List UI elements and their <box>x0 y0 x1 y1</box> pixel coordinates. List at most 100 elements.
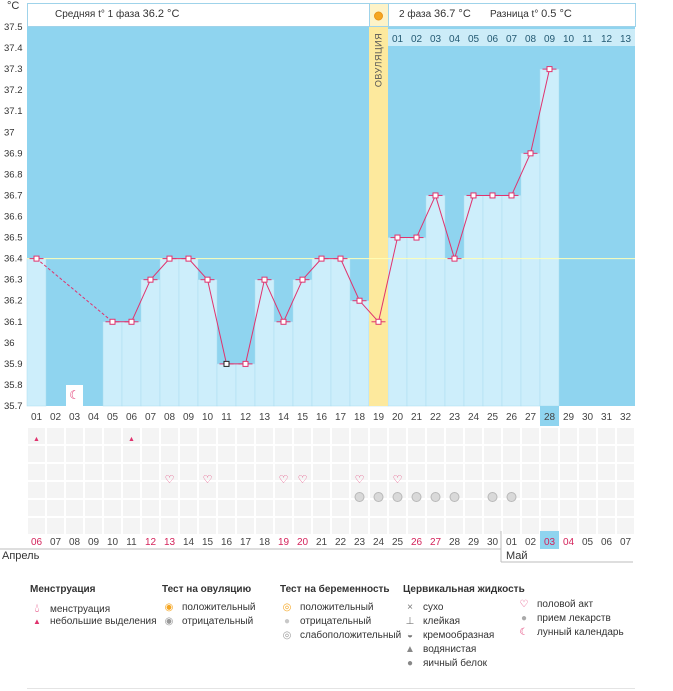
mark-cell <box>66 482 83 498</box>
y-tick-label: 37.4 <box>4 43 23 54</box>
date-label: 25 <box>392 537 404 548</box>
post-ovulation-day-label: 08 <box>525 34 537 45</box>
mark-cell <box>180 446 197 462</box>
cycle-day-label: 27 <box>525 412 537 423</box>
cycle-day-label: 10 <box>202 412 214 423</box>
mark-cell <box>28 428 45 444</box>
temperature-line-segment <box>264 279 284 322</box>
legend-item: × сухо <box>403 601 525 615</box>
mark-cell <box>427 482 444 498</box>
mark-cell <box>256 482 273 498</box>
mark-cell <box>465 428 482 444</box>
date-label: 04 <box>563 537 575 548</box>
mark-cell <box>180 482 197 498</box>
post-ovulation-day-label: 10 <box>563 34 575 45</box>
mark-cell <box>66 446 83 462</box>
mark-cell <box>598 500 615 516</box>
temperature-point <box>470 192 477 199</box>
temperature-point <box>280 318 287 325</box>
pill-icon <box>373 492 384 502</box>
phase2-summary-box <box>388 3 636 27</box>
mark-cell <box>465 446 482 462</box>
y-tick-label: 37.2 <box>4 85 23 96</box>
mark-cell <box>199 518 216 534</box>
mark-cell <box>484 518 501 534</box>
month-label: Апрель <box>2 550 40 562</box>
mark-cell <box>123 500 140 516</box>
mark-cell <box>351 464 368 480</box>
temperature-bar <box>197 279 218 407</box>
mark-cell <box>503 518 520 534</box>
mark-cell <box>199 482 216 498</box>
mark-cell <box>446 464 463 480</box>
y-tick-label: 36.6 <box>4 212 23 223</box>
mark-cell <box>598 428 615 444</box>
mark-cell <box>104 500 121 516</box>
mark-cell <box>256 500 273 516</box>
temperature-bar <box>140 279 161 407</box>
temperature-bar <box>178 258 199 407</box>
mark-cell <box>541 446 558 462</box>
date-label: 22 <box>335 537 347 548</box>
post-ovulation-day-label: 09 <box>544 34 556 45</box>
cycle-day-label: 04 <box>88 412 100 423</box>
mark-cell <box>237 464 254 480</box>
temperature-line-segment <box>188 258 208 281</box>
pill-icon: ● <box>520 613 528 624</box>
cycle-day-label: 02 <box>50 412 62 423</box>
mark-cell <box>370 446 387 462</box>
temperature-line-segment <box>245 279 265 364</box>
temperature-point <box>413 234 420 241</box>
cycle-day-label: 15 <box>297 412 309 423</box>
cycle-day-label: 30 <box>582 412 594 423</box>
phase1-label: Средняя t° 1 фаза <box>55 9 140 20</box>
mark-cell <box>104 482 121 498</box>
mark-cell <box>237 500 254 516</box>
mark-cell <box>522 446 539 462</box>
temperature-point <box>432 192 439 199</box>
pill-icon <box>392 492 403 502</box>
legend-item: ▲ небольшие выделения <box>30 615 157 629</box>
cycle-day-label: 13 <box>259 412 271 423</box>
current-cycle-day-highlight <box>540 406 559 426</box>
mark-cell <box>161 428 178 444</box>
temperature-unit: °C <box>7 0 20 12</box>
mark-cell <box>560 446 577 462</box>
mark-cell <box>465 482 482 498</box>
mark-cell <box>28 446 45 462</box>
temperature-bar <box>539 68 560 407</box>
pill-icon <box>487 492 498 502</box>
temperature-line-segment <box>378 237 398 322</box>
mark-cell <box>560 500 577 516</box>
temperature-bar <box>425 195 446 407</box>
mark-cell <box>408 464 425 480</box>
temperature-line-segment <box>435 195 455 259</box>
mark-cell <box>617 500 634 516</box>
y-tick-label: 35.7 <box>4 401 23 412</box>
date-label: 28 <box>449 537 461 548</box>
mark-cell <box>66 428 83 444</box>
mark-cell <box>47 482 64 498</box>
legend-item: ● отрицательный <box>280 615 401 629</box>
phase2-label: 2 фаза <box>399 9 432 20</box>
mark-cell <box>560 428 577 444</box>
mark-cell <box>218 446 235 462</box>
legend-menstruation-title: Менструация <box>30 584 96 595</box>
mark-cell <box>275 500 292 516</box>
mark-cell <box>294 500 311 516</box>
temperature-bar <box>520 153 541 407</box>
date-label: 24 <box>373 537 385 548</box>
footer-divider <box>27 688 635 689</box>
temperature-line-segment <box>207 279 227 364</box>
mark-cell <box>199 446 216 462</box>
mark-cell <box>275 464 292 480</box>
post-ovulation-day-label: 02 <box>411 34 423 45</box>
temperature-bar <box>216 363 237 407</box>
mark-cell <box>522 518 539 534</box>
cycle-day-label: 11 <box>221 412 232 423</box>
mark-cell <box>142 446 159 462</box>
cycle-day-label: 32 <box>620 412 632 423</box>
temperature-point <box>204 276 211 283</box>
y-tick-label: 36.3 <box>4 275 23 286</box>
pill-icon <box>411 492 422 502</box>
